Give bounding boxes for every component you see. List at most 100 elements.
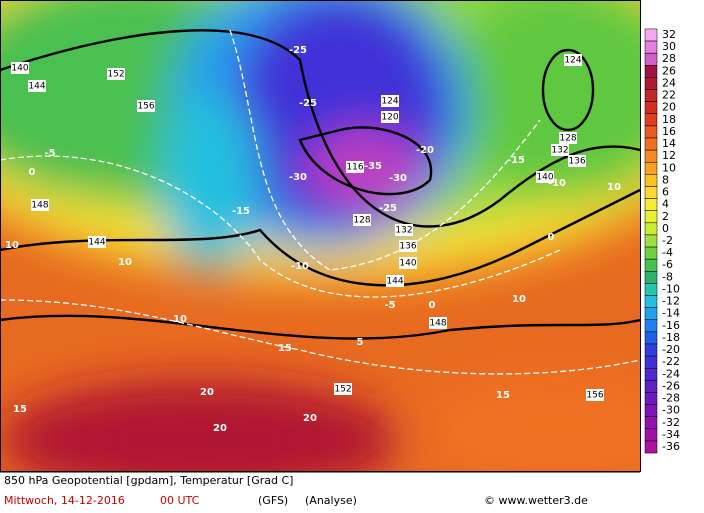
colorbar-swatch — [644, 392, 658, 405]
colorbar-label: 20 — [662, 101, 676, 114]
temperature-label: 15 — [13, 404, 27, 415]
colorbar-label: 2 — [662, 210, 669, 223]
temperature-label: 0 — [429, 300, 436, 311]
colorbar-swatch — [644, 307, 658, 321]
colorbar-label: -12 — [662, 295, 680, 308]
colorbar-swatch — [644, 101, 658, 115]
height-label: 156 — [586, 391, 603, 401]
height-label-box — [564, 54, 582, 66]
colorbar-label: -22 — [662, 355, 680, 368]
height-label-box — [399, 257, 417, 269]
colorbar-swatch — [644, 28, 658, 42]
temperature-label: -15 — [507, 155, 525, 166]
temperature-label: 0 — [548, 232, 555, 243]
colorbar-label: -8 — [662, 270, 673, 283]
colorbar-label: -28 — [662, 392, 680, 405]
colorbar-label: -2 — [662, 234, 673, 247]
colorbar-swatch — [644, 271, 658, 284]
temperature-label: -20 — [416, 145, 434, 156]
height-label: 140 — [11, 64, 28, 74]
colorbar-swatch — [644, 295, 658, 308]
height-label-box — [353, 214, 371, 226]
height-label: 128 — [353, 216, 370, 226]
temperature-label: 20 — [213, 423, 227, 434]
temperature-label: 10 — [173, 314, 187, 325]
height-label-box — [551, 144, 569, 156]
colorbar-label: 32 — [662, 28, 676, 41]
temperature-label: -35 — [364, 161, 382, 172]
colorbar-swatch — [644, 404, 658, 417]
colorbar-swatch — [644, 380, 658, 393]
colorbar-swatch — [644, 440, 658, 454]
colorbar-swatch — [644, 246, 658, 260]
colorbar-swatch — [644, 428, 658, 442]
colorbar-label: -4 — [662, 246, 673, 259]
temperature-label: 5 — [357, 337, 364, 348]
colorbar-swatch — [644, 331, 658, 345]
colorbar-swatch — [644, 343, 658, 357]
colorbar-label: 28 — [662, 52, 676, 65]
colorbar-label: -16 — [662, 319, 680, 332]
colorbar-label: 10 — [662, 161, 676, 174]
height-label-box — [28, 80, 46, 92]
colorbar-label: -18 — [662, 331, 680, 344]
height-label-box — [381, 111, 399, 123]
temperature-label: 10 — [5, 240, 19, 251]
height-label: 144 — [88, 238, 105, 248]
colorbar-label: -20 — [662, 343, 680, 356]
height-label-box — [88, 236, 106, 248]
map-field — [0, 0, 640, 471]
height-label-box — [31, 199, 49, 211]
temperature-label: 20 — [303, 413, 317, 424]
colorbar-swatch — [644, 40, 658, 54]
height-label: 152 — [334, 385, 351, 395]
colorbar-swatch — [644, 367, 658, 381]
temperature-label: -10 — [291, 261, 309, 272]
height-label-box — [559, 132, 577, 144]
temperature-label: -30 — [389, 173, 407, 184]
colorbar-swatch — [644, 186, 658, 199]
colorbar-label: 26 — [662, 64, 676, 77]
height-label: 152 — [107, 70, 124, 80]
map-date: Mittwoch, 14-12-2016 — [4, 494, 125, 507]
height-label: 136 — [568, 157, 585, 167]
colorbar-swatch — [644, 52, 658, 66]
colorbar-swatch — [644, 125, 658, 139]
colorbar-label: 6 — [662, 186, 669, 199]
height-label-box — [334, 383, 352, 395]
colorbar-label: 22 — [662, 89, 676, 102]
height-label: 148 — [31, 201, 48, 211]
height-label: 132 — [395, 226, 412, 236]
temperature-label: -15 — [232, 206, 250, 217]
temperature-label: -5 — [384, 300, 395, 311]
height-label: 128 — [559, 134, 576, 144]
temperature-label: -25 — [299, 98, 317, 109]
colorbar-label: 30 — [662, 40, 676, 53]
colorbar-swatch — [644, 161, 658, 175]
height-label-box — [536, 171, 554, 183]
height-label: 156 — [137, 102, 154, 112]
colorbar-label: -34 — [662, 428, 680, 441]
colorbar-label: 0 — [662, 222, 669, 235]
colorbar-label: 18 — [662, 113, 676, 126]
height-label-box — [137, 100, 155, 112]
colorbar-swatch — [644, 174, 658, 187]
colorbar-label: 4 — [662, 198, 669, 211]
temperature-label: -25 — [379, 203, 397, 214]
height-label: 116 — [346, 163, 363, 173]
height-label-box — [386, 275, 404, 287]
colorbar-swatch — [644, 89, 658, 102]
colorbar-label: 24 — [662, 76, 676, 89]
colorbar-swatch — [644, 113, 658, 127]
height-label-box — [11, 62, 29, 74]
temperature-label: -5 — [44, 148, 55, 159]
colorbar-label: -14 — [662, 307, 680, 320]
temperature-label: 10 — [118, 257, 132, 268]
temperature-label: 10 — [512, 294, 526, 305]
colorbar-swatch — [644, 234, 658, 248]
height-label: 144 — [386, 277, 403, 287]
colorbar-swatch — [644, 355, 658, 369]
height-label: 136 — [399, 242, 416, 252]
height-label-box — [107, 68, 125, 80]
temperature-label: 10 — [607, 182, 621, 193]
